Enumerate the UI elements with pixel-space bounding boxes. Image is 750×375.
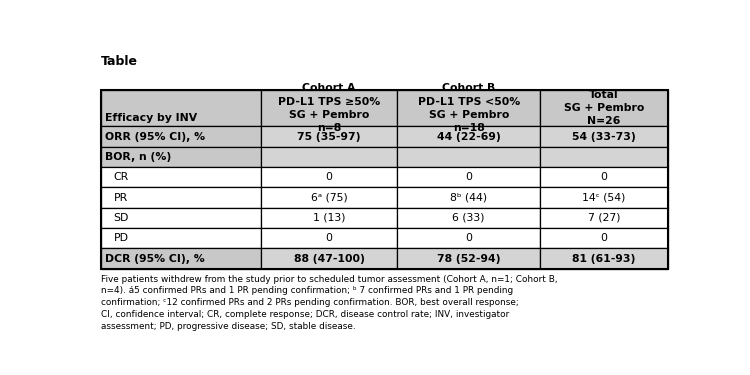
Bar: [261, 167, 398, 188]
Bar: [540, 188, 668, 208]
Bar: [398, 90, 540, 126]
Bar: [398, 147, 540, 167]
Text: 81 (61-93): 81 (61-93): [572, 254, 636, 264]
Bar: [100, 126, 261, 147]
Bar: [540, 90, 668, 126]
Text: 6 (33): 6 (33): [452, 213, 485, 223]
Bar: [398, 249, 540, 269]
Text: 88 (47-100): 88 (47-100): [294, 254, 364, 264]
Bar: [398, 188, 540, 208]
Bar: [540, 249, 668, 269]
Text: Cohort B
PD-L1 TPS <50%
SG + Pembro
n=18: Cohort B PD-L1 TPS <50% SG + Pembro n=18: [418, 83, 520, 133]
Bar: [398, 126, 540, 147]
Bar: [398, 208, 540, 228]
Text: 8ᵇ (44): 8ᵇ (44): [450, 193, 488, 202]
Bar: [100, 208, 261, 228]
Text: 7 (27): 7 (27): [588, 213, 620, 223]
Text: Cohort A
PD-L1 TPS ≥50%
SG + Pembro
n=8: Cohort A PD-L1 TPS ≥50% SG + Pembro n=8: [278, 83, 380, 133]
Text: SD: SD: [113, 213, 129, 223]
Text: 0: 0: [326, 233, 332, 243]
Bar: [100, 147, 261, 167]
Bar: [100, 249, 261, 269]
Text: 0: 0: [601, 172, 608, 182]
Bar: [100, 167, 261, 188]
Bar: [100, 228, 261, 249]
Text: 0: 0: [601, 233, 608, 243]
Bar: [261, 147, 398, 167]
Bar: [100, 90, 261, 126]
Text: 6ᵃ (75): 6ᵃ (75): [310, 193, 347, 202]
Text: ORR (95% CI), %: ORR (95% CI), %: [105, 132, 206, 142]
Bar: [398, 228, 540, 249]
Text: 44 (22-69): 44 (22-69): [436, 132, 500, 142]
Bar: [261, 188, 398, 208]
Bar: [540, 147, 668, 167]
Text: 1 (13): 1 (13): [313, 213, 345, 223]
Bar: [261, 228, 398, 249]
Bar: [261, 126, 398, 147]
Text: 78 (52-94): 78 (52-94): [437, 254, 500, 264]
Text: BOR, n (%): BOR, n (%): [105, 152, 172, 162]
Bar: [100, 188, 261, 208]
Text: CR: CR: [113, 172, 129, 182]
Text: 0: 0: [465, 172, 472, 182]
Bar: [261, 249, 398, 269]
Text: Table: Table: [100, 55, 138, 68]
Text: 75 (35-97): 75 (35-97): [297, 132, 361, 142]
Text: Efficacy by INV: Efficacy by INV: [105, 113, 197, 123]
Bar: [540, 126, 668, 147]
Bar: [540, 228, 668, 249]
Bar: [398, 167, 540, 188]
Text: 54 (33-73): 54 (33-73): [572, 132, 636, 142]
Bar: [540, 167, 668, 188]
Text: Five patients withdrew from the study prior to scheduled tumor assessment (Cohor: Five patients withdrew from the study pr…: [100, 274, 557, 331]
Text: PR: PR: [113, 193, 128, 202]
Bar: [100, 90, 668, 269]
Bar: [261, 90, 398, 126]
Text: 0: 0: [465, 233, 472, 243]
Text: Total
SG + Pembro
N=26: Total SG + Pembro N=26: [564, 90, 644, 126]
Bar: [261, 208, 398, 228]
Text: DCR (95% CI), %: DCR (95% CI), %: [105, 254, 205, 264]
Text: 0: 0: [326, 172, 332, 182]
Text: PD: PD: [113, 233, 128, 243]
Text: 14ᶜ (54): 14ᶜ (54): [582, 193, 626, 202]
Bar: [540, 208, 668, 228]
